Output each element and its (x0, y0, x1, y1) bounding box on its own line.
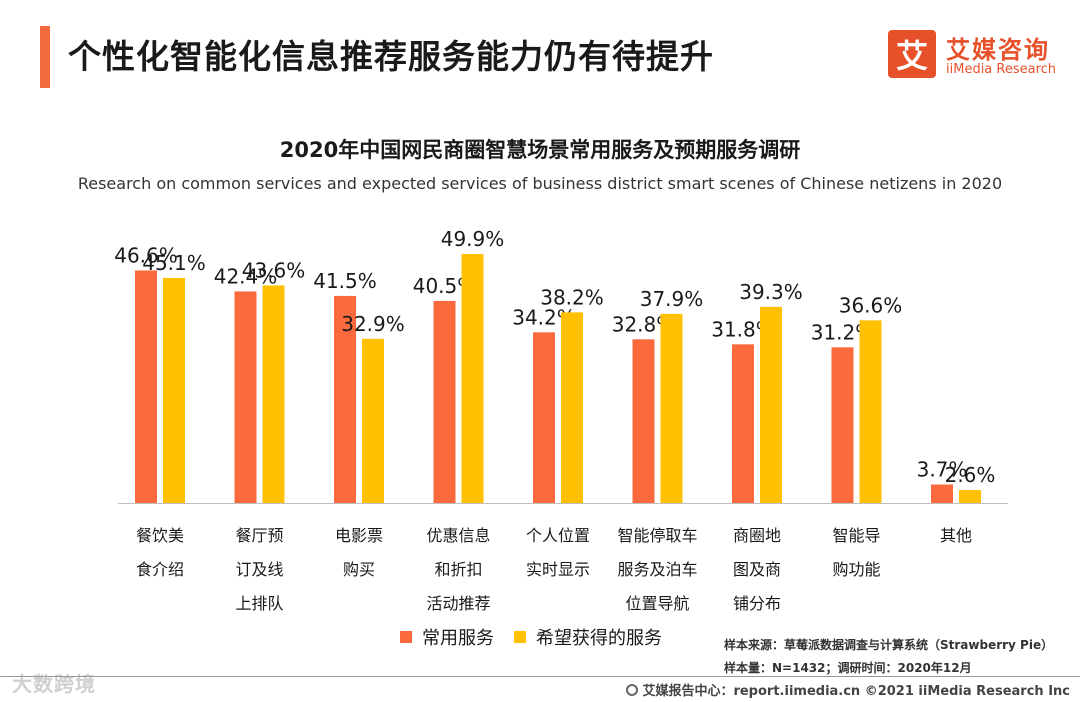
bar-expected-2 (362, 338, 384, 503)
footer: 艾媒报告中心：report.iimedia.cn ©2021 iiMedia R… (626, 680, 1070, 699)
logo-mark-icon: 艾 (888, 30, 936, 78)
source-note: 样本来源：草莓派数据调查与计算系统（Strawberry Pie） (724, 638, 1054, 652)
logo-english-name: iiMedia Research (946, 62, 1057, 77)
bar-expected-5 (660, 313, 683, 503)
data-label-common-1: 42.4% (214, 264, 278, 288)
category-label-7-1: 购功能 (832, 560, 880, 579)
sample-note: 样本量：N=1432；调研时间：2020年12月 (724, 661, 972, 675)
bar-expected-4 (561, 312, 583, 503)
category-label-0-0: 餐饮美 (136, 526, 184, 545)
bar-common-4 (533, 332, 555, 503)
data-label-expected-8: 2.6% (945, 463, 996, 487)
category-label-0-1: 食介绍 (136, 560, 184, 579)
data-label-expected-6: 39.3% (739, 280, 803, 304)
category-label-7-0: 智能导 (832, 526, 880, 545)
legend-label-expected: 希望获得的服务 (536, 628, 662, 649)
category-label-1-0: 餐厅预 (235, 526, 283, 545)
category-label-3-0: 优惠信息 (426, 526, 490, 545)
category-label-6-1: 图及商 (733, 560, 781, 579)
bar-expected-1 (262, 285, 285, 503)
bar-common-5 (632, 339, 655, 503)
category-label-8-0: 其他 (940, 526, 972, 545)
title-accent-bar (40, 26, 50, 88)
category-label-1-1: 订及线 (235, 560, 283, 579)
category-label-4-0: 个人位置 (526, 526, 590, 545)
data-label-expected-3: 49.9% (441, 227, 505, 251)
page-title: 个性化智能化信息推荐服务能力仍有待提升 (68, 37, 714, 76)
legend-item-common: 常用服务 (400, 624, 494, 650)
brand-logo: 艾 艾媒咨询 iiMedia Research (888, 30, 1068, 86)
category-label-6-0: 商圈地 (733, 526, 781, 545)
data-label-expected-2: 32.9% (341, 312, 405, 336)
category-label-2-0: 电影票 (335, 526, 383, 545)
data-label-expected-0: 45.1% (142, 251, 206, 275)
bar-common-1 (234, 291, 257, 503)
bar-expected-0 (163, 277, 185, 503)
data-label-expected-4: 38.2% (540, 285, 604, 309)
category-label-5-2: 位置导航 (625, 594, 689, 613)
legend-swatch-expected (514, 631, 526, 643)
data-label-common-8: 3.7% (917, 458, 968, 482)
logo-chinese-name: 艾媒咨询 (946, 36, 1050, 64)
bar-expected-6 (760, 306, 782, 503)
category-label-6-2: 铺分布 (733, 594, 781, 613)
chart-title: 2020年中国网民商圈智慧场景常用服务及预期服务调研 (279, 138, 801, 162)
category-label-3-2: 活动推荐 (426, 594, 490, 613)
category-label-4-1: 实时显示 (526, 560, 590, 579)
watermark: 大数跨境 (12, 672, 96, 696)
footer-text: 艾媒报告中心：report.iimedia.cn ©2021 iiMedia R… (642, 684, 1070, 699)
bar-common-0 (135, 270, 157, 503)
bar-common-2 (334, 295, 356, 503)
category-label-5-1: 服务及泊车 (617, 560, 697, 579)
category-label-2-1: 购买 (343, 560, 375, 579)
bar-expected-3 (461, 253, 484, 503)
bar-common-6 (732, 344, 754, 503)
footer-divider (0, 676, 1080, 677)
chart-subtitle: Research on common services and expected… (77, 174, 1003, 193)
data-label-expected-7: 36.6% (839, 293, 903, 317)
legend-swatch-common (400, 631, 412, 643)
bar-common-8 (931, 484, 953, 503)
data-label-common-2: 41.5% (313, 269, 377, 293)
data-label-expected-1: 43.6% (242, 258, 306, 282)
data-label-common-0: 46.6% (114, 243, 178, 267)
category-label-1-2: 上排队 (235, 594, 283, 613)
data-label-expected-5: 37.9% (640, 287, 704, 311)
legend-label-common: 常用服务 (422, 628, 494, 649)
globe-icon (626, 683, 639, 696)
category-label-3-1: 和折扣 (434, 560, 482, 579)
bar-expected-7 (859, 320, 882, 503)
legend-item-expected: 希望获得的服务 (514, 624, 662, 650)
bar-common-3 (433, 300, 456, 503)
bar-expected-8 (959, 490, 981, 503)
bar-common-7 (831, 347, 854, 503)
chart-legend: 常用服务 希望获得的服务 (400, 624, 682, 650)
category-label-5-0: 智能停取车 (617, 526, 697, 545)
